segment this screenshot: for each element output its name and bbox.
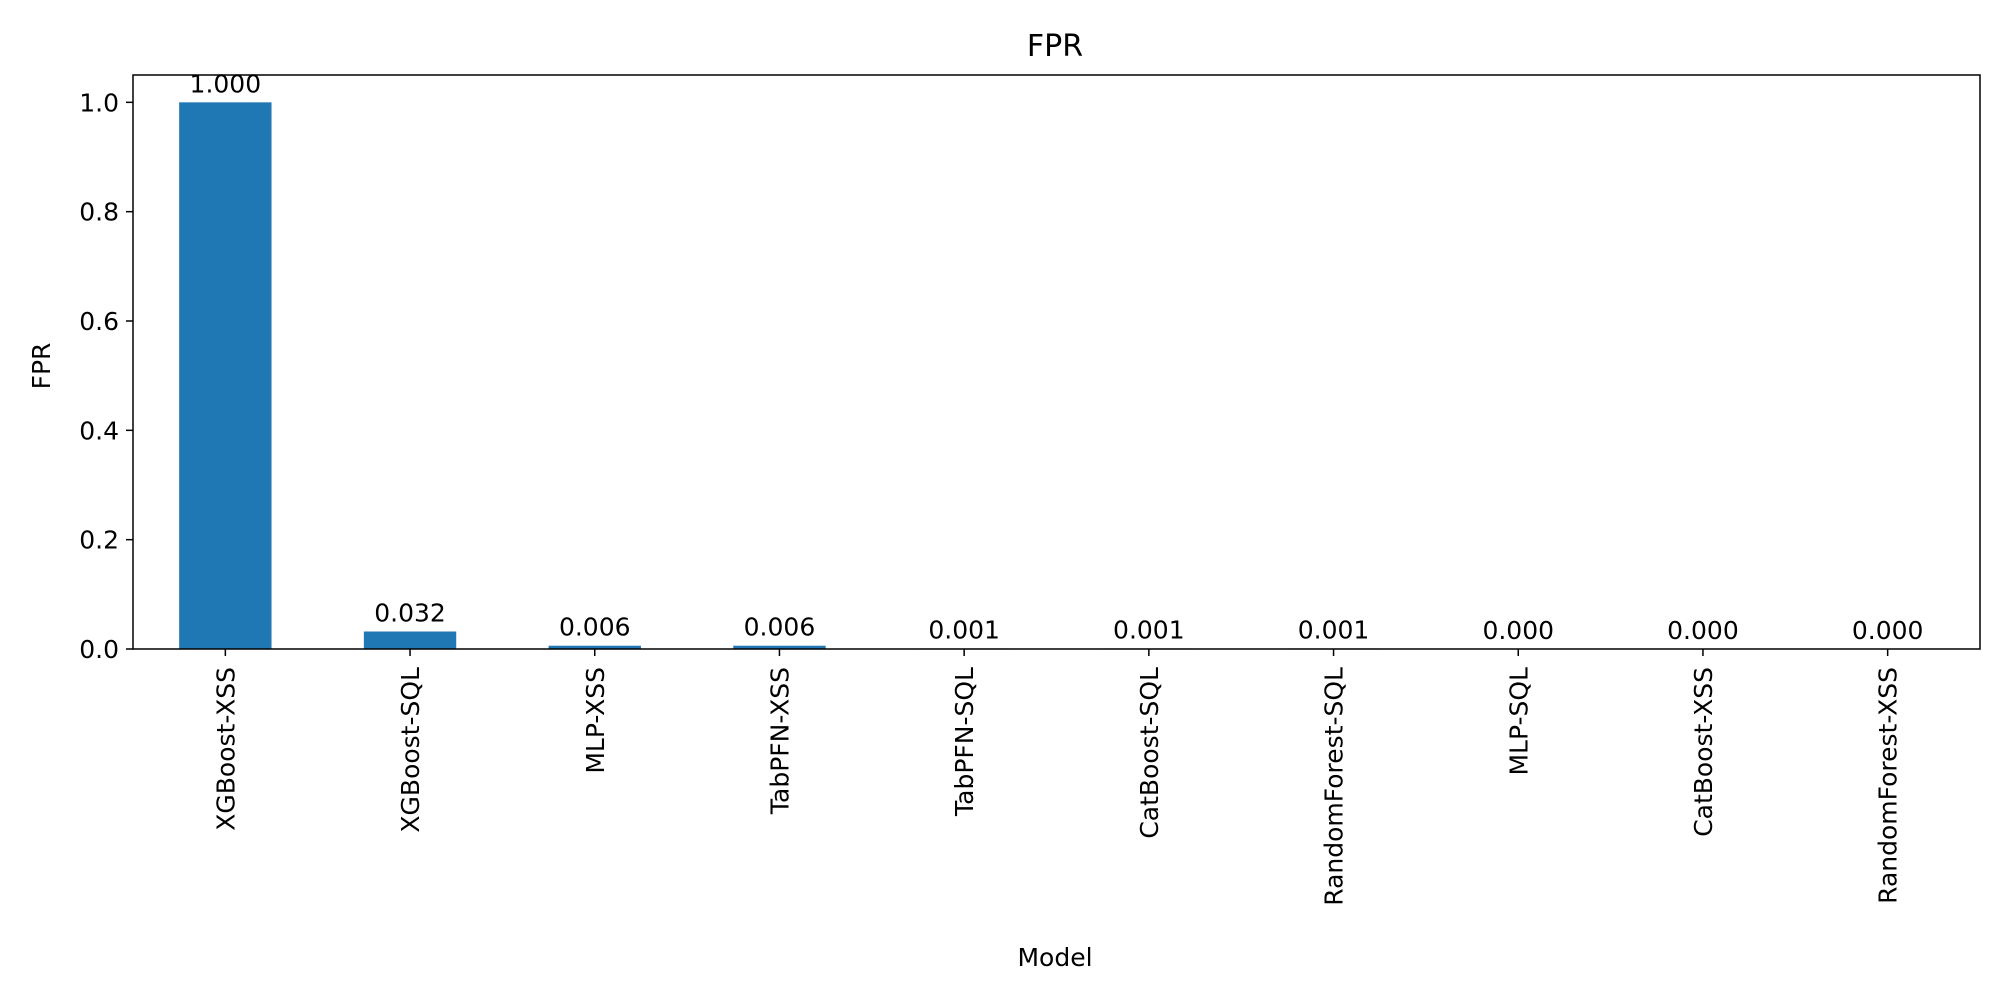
y-tick-label: 0.6: [79, 307, 119, 336]
data-label-tabpfn-sql: 0.001: [928, 615, 1000, 644]
data-label-xgboost-xss: 1.000: [190, 69, 262, 98]
data-label-randomforest-sql: 0.001: [1298, 615, 1370, 644]
data-label-xgboost-sql: 0.032: [374, 599, 446, 628]
y-tick-label: 0.0: [79, 635, 119, 664]
x-tick-label-tabpfn-sql: TabPFN-SQL: [950, 667, 979, 817]
data-label-tabpfn-xss: 0.006: [744, 613, 816, 642]
x-axis-label: Model: [1017, 943, 1092, 972]
chart-title: FPR: [1027, 29, 1083, 64]
bar-xgboost-sql: [363, 631, 457, 649]
plot-frame: [132, 74, 1981, 650]
y-tick-label: 0.2: [79, 526, 119, 555]
x-tick-label-mlp-sql: MLP-SQL: [1504, 667, 1533, 776]
data-label-mlp-xss: 0.006: [559, 613, 631, 642]
plot-area: 1.000 XGBoost-XSS 0.032 XGBoost-SQL 0.006 MLP…: [79, 69, 1981, 906]
x-tick-label-mlp-xss: MLP-XSS: [581, 667, 610, 774]
x-tick-label-randomforest-xss: RandomForest-XSS: [1874, 667, 1903, 904]
data-label-mlp-sql: 0.000: [1482, 616, 1554, 645]
x-tick-label-catboost-xss: CatBoost-XSS: [1689, 667, 1718, 837]
y-tick-label: 0.8: [79, 198, 119, 227]
data-label-catboost-sql: 0.001: [1113, 615, 1185, 644]
x-tick-label-xgboost-xss: XGBoost-XSS: [211, 667, 240, 831]
x-tick-label-xgboost-sql: XGBoost-SQL: [396, 667, 425, 833]
bar-mlp-xss: [548, 645, 641, 649]
bar-tabpfn-xss: [733, 645, 826, 649]
x-tick-label-tabpfn-xss: TabPFN-XSS: [765, 667, 794, 815]
y-axis-label: FPR: [27, 343, 56, 390]
bar-xgboost-xss: [179, 102, 272, 650]
data-label-catboost-xss: 0.000: [1667, 616, 1739, 645]
data-label-randomforest-xss: 0.000: [1852, 616, 1924, 645]
x-tick-label-catboost-sql: CatBoost-SQL: [1135, 667, 1164, 839]
y-tick-label: 0.4: [79, 416, 119, 445]
x-tick-label-randomforest-sql: RandomForest-SQL: [1320, 667, 1349, 906]
y-tick-label: 1.0: [79, 88, 119, 117]
